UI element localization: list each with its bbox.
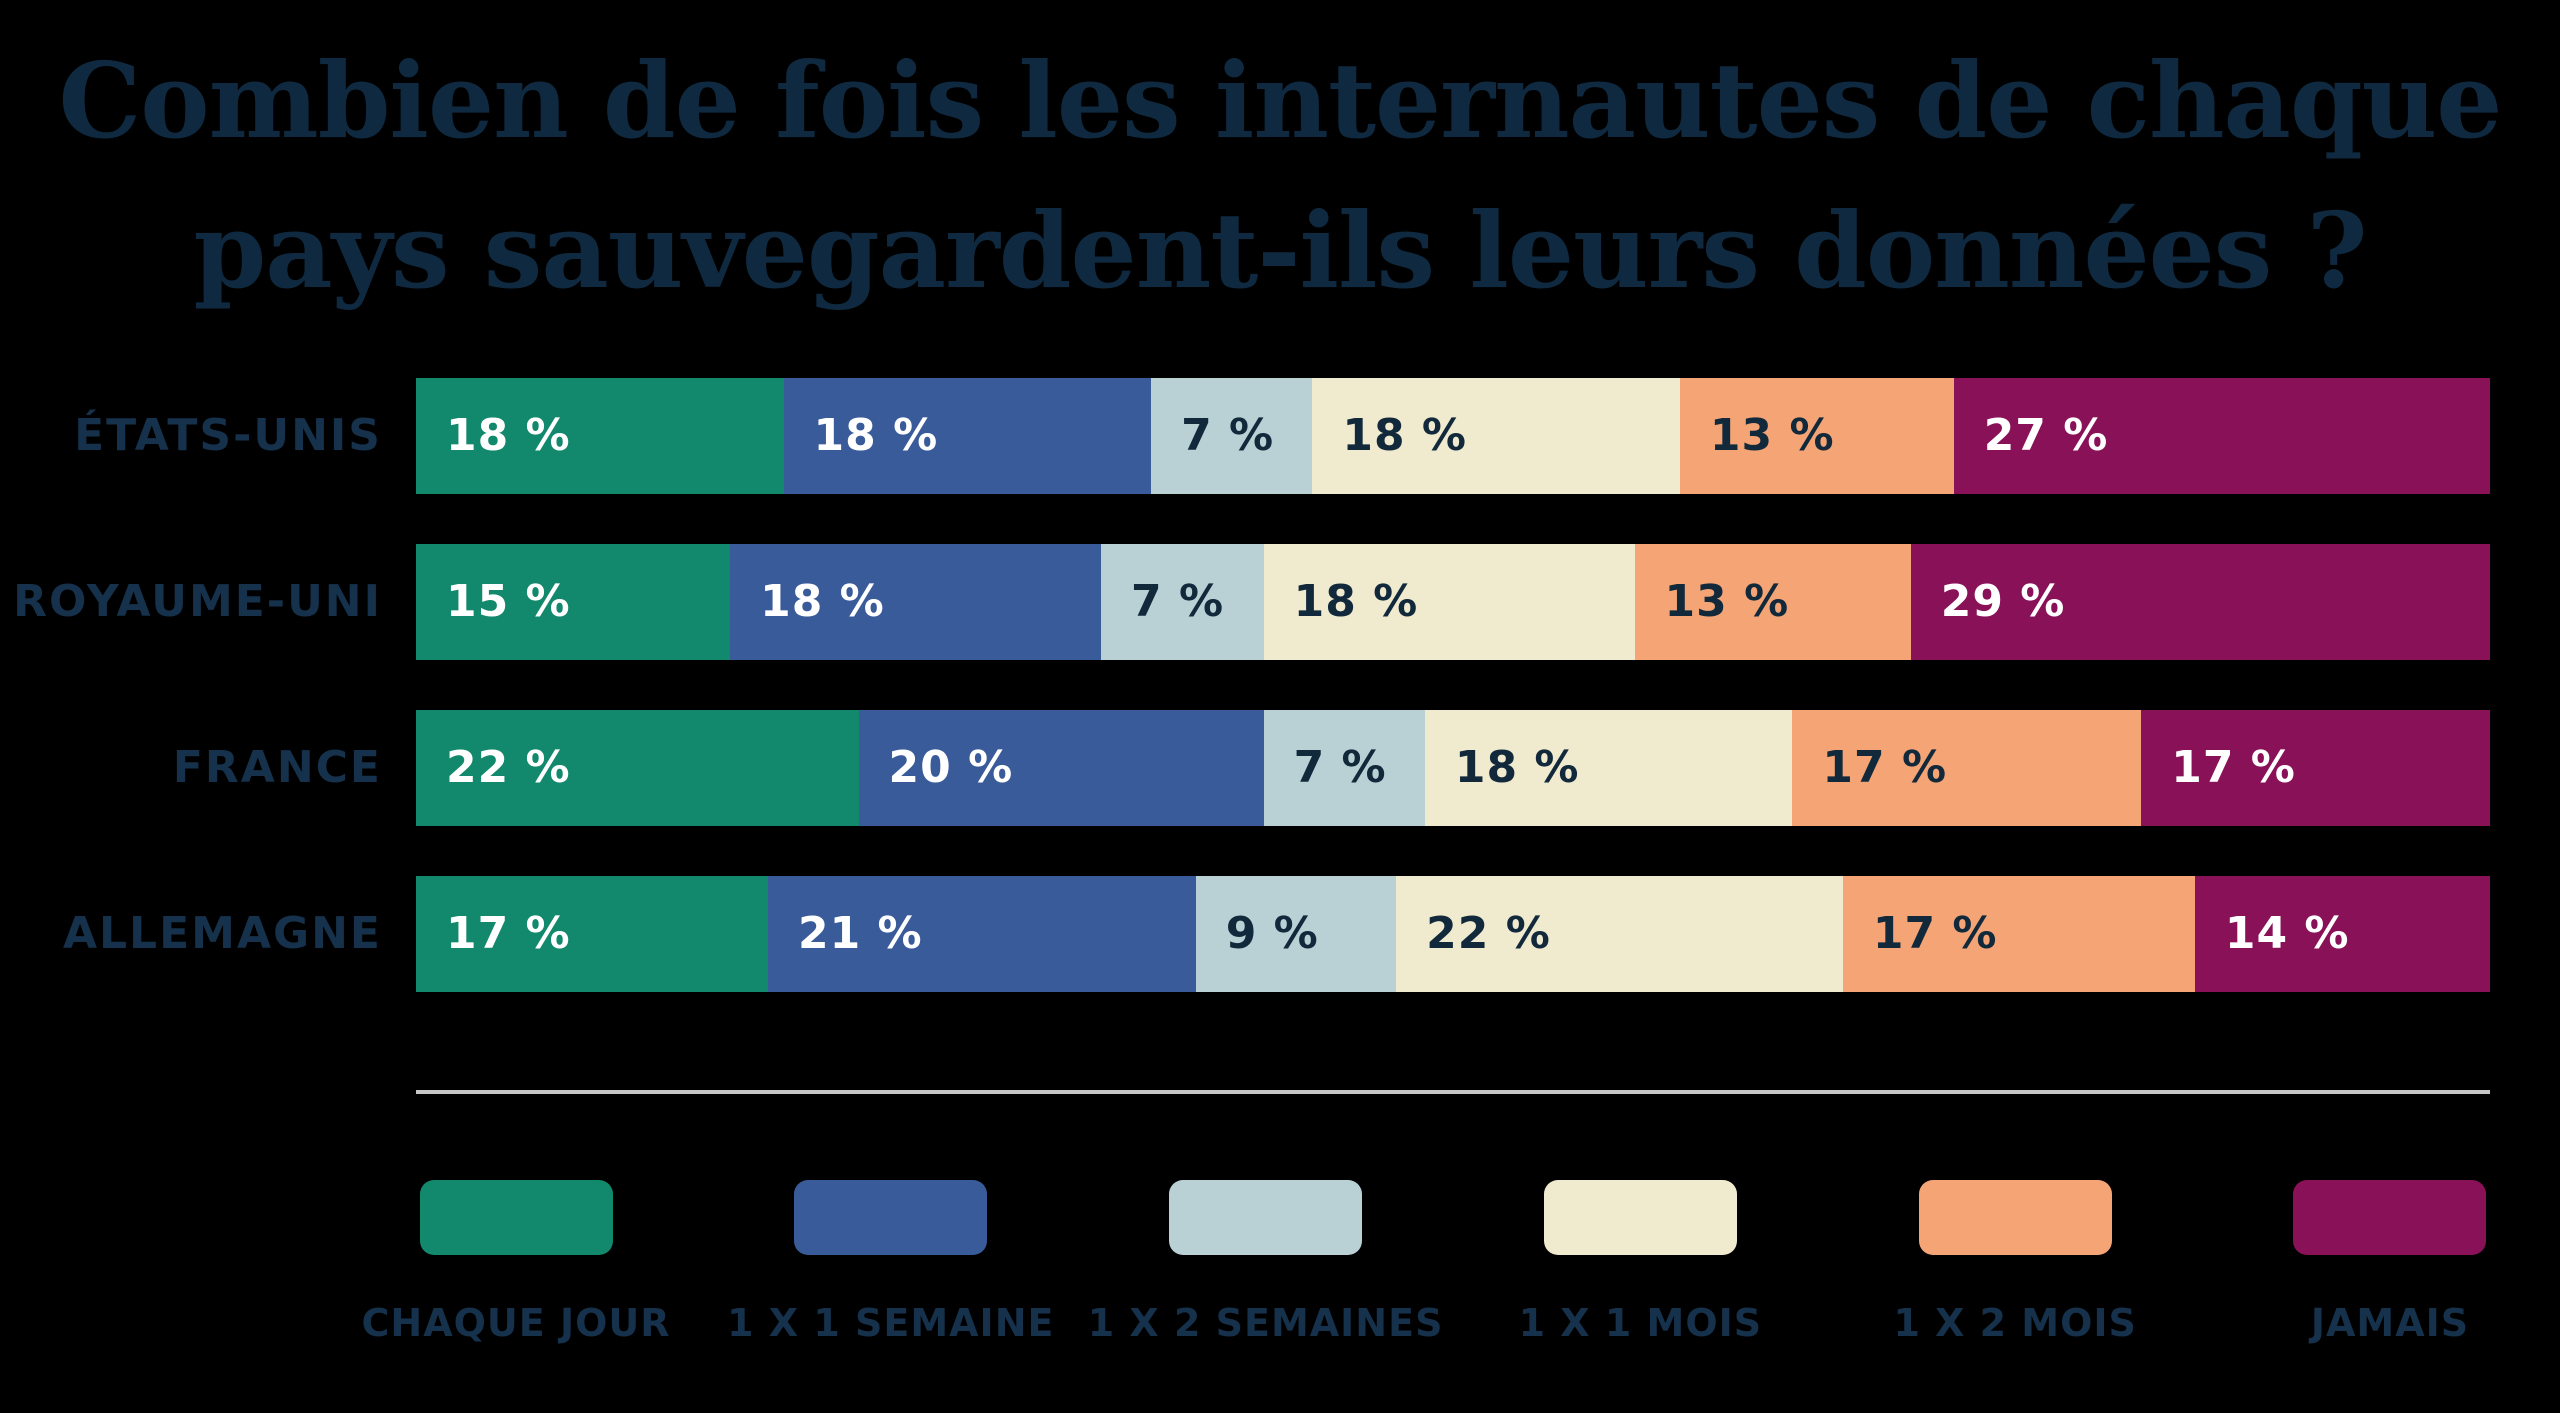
legend-swatch [419, 1179, 613, 1255]
legend-swatch [2293, 1179, 2487, 1255]
legend-swatch [1169, 1179, 1363, 1255]
bar-segment: 20 % [858, 709, 1264, 826]
legend-swatch [794, 1179, 988, 1255]
legend: CHAQUE JOUR 1 X 1 SEMAINE 1 X 2 SEMAINES 1 … [362, 1179, 2490, 1345]
bar-segment: 14 % [2194, 875, 2490, 992]
legend-item: 1 X 1 MOIS [1519, 1179, 1761, 1345]
bar-segment: 13 % [1679, 377, 1954, 494]
legend-label: CHAQUE JOUR [361, 1300, 671, 1345]
bar-segment: 18 % [1424, 709, 1793, 826]
category-label: FRANCE [172, 742, 382, 793]
legend-label: 1 X 2 SEMAINES [1087, 1300, 1444, 1345]
legend-label: 1 X 2 MOIS [1893, 1300, 2137, 1345]
category-label: ALLEMAGNE [62, 908, 382, 959]
bar-segment: 17 % [1792, 709, 2142, 826]
bar-segment: 18 % [783, 377, 1152, 494]
stacked-bar: 22 % 20 % 7 % 18 % 17 % 17 % [416, 709, 2490, 826]
bar-segment: 15 % [416, 543, 731, 660]
bar-segment: 9 % [1195, 875, 1397, 992]
bar-segment: 22 % [416, 709, 859, 826]
bar-segment: 22 % [1396, 875, 1843, 992]
bar-row: ALLEMAGNE 17 % 21 % 9 % 22 % 17 % 14 % [0, 875, 2560, 992]
bar-segment: 29 % [1910, 543, 2490, 660]
bar-segment: 7 % [1101, 543, 1264, 660]
stacked-bar: 15 % 18 % 7 % 18 % 13 % 29 % [416, 543, 2490, 660]
legend-label: JAMAIS [2310, 1300, 2470, 1345]
bar-segment: 7 % [1263, 709, 1425, 826]
bar-segment: 7 % [1151, 377, 1313, 494]
bar-rows: ÉTATS-UNIS 18 % 18 % 7 % 18 % 13 % 27 % ROYAUME… [0, 377, 2560, 992]
bar-segment: 21 % [767, 875, 1196, 992]
legend-label: 1 X 1 MOIS [1518, 1300, 1763, 1345]
bar-segment: 18 % [416, 377, 784, 494]
category-label: ÉTATS-UNIS [74, 410, 382, 461]
bar-segment: 18 % [1312, 377, 1680, 494]
bar-segment: 13 % [1634, 543, 1911, 660]
bar-segment: 18 % [730, 543, 1102, 660]
legend-label: 1 X 1 SEMAINE [727, 1300, 1055, 1345]
category-label: ROYAUME-UNI [13, 576, 382, 627]
bar-segment: 18 % [1263, 543, 1635, 660]
bar-segment: 27 % [1953, 377, 2490, 494]
bar-segment: 17 % [2141, 709, 2490, 826]
chart-title-line1: Combien de fois les internautes de chaqu… [58, 39, 2503, 162]
legend-item: 1 X 1 SEMAINE [727, 1179, 1053, 1345]
bar-row: FRANCE 22 % 20 % 7 % 18 % 17 % 17 % [0, 709, 2560, 826]
bar-row: ÉTATS-UNIS 18 % 18 % 7 % 18 % 13 % 27 % [0, 377, 2560, 494]
legend-item: 1 X 2 MOIS [1893, 1179, 2136, 1345]
stacked-bar: 17 % 21 % 9 % 22 % 17 % 14 % [416, 875, 2490, 992]
legend-item: 1 X 2 SEMAINES [1088, 1179, 1442, 1345]
legend-separator-line [416, 1089, 2490, 1094]
chart-title-line2: pays sauvegardent-ils leurs données ? [193, 188, 2368, 312]
bar-segment: 17 % [416, 875, 768, 992]
legend-item: JAMAIS [2290, 1179, 2490, 1345]
stacked-bar: 18 % 18 % 7 % 18 % 13 % 27 % [416, 377, 2490, 494]
legend-swatch [1543, 1179, 1737, 1255]
bar-row: ROYAUME-UNI 15 % 18 % 7 % 18 % 13 % 29 % [0, 543, 2560, 660]
legend-item: CHAQUE JOUR [362, 1179, 670, 1345]
chart-title: Combien de fois les internautes de chaqu… [0, 0, 2560, 326]
bar-segment: 17 % [1842, 875, 2195, 992]
legend-swatch [1918, 1179, 2112, 1255]
